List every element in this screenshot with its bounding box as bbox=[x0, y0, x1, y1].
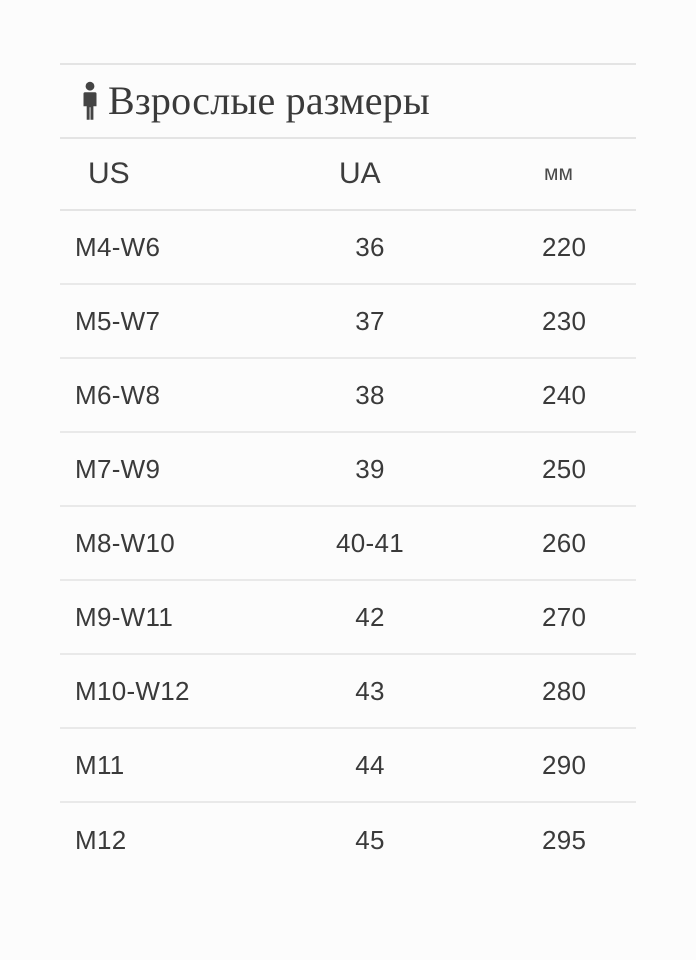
cell-us: M12 bbox=[75, 824, 127, 855]
cell-mm: 250 bbox=[542, 453, 587, 484]
cell-us: M7-W9 bbox=[75, 453, 161, 484]
cell-ua: 44 bbox=[355, 749, 385, 780]
cell-us: M6-W8 bbox=[75, 379, 161, 410]
table-row: M9-W11 42 270 bbox=[60, 581, 636, 655]
cell-mm: 280 bbox=[542, 675, 587, 706]
cell-us: M5-W7 bbox=[75, 305, 161, 336]
cell-mm: 270 bbox=[542, 601, 587, 632]
table-row: M8-W10 40-41 260 bbox=[60, 507, 636, 581]
cell-ua: 36 bbox=[355, 231, 385, 262]
person-icon bbox=[83, 81, 97, 120]
cell-ua: 40-41 bbox=[336, 527, 404, 558]
column-header-ua: UA bbox=[339, 157, 381, 190]
cell-ua: 39 bbox=[355, 453, 385, 484]
cell-mm: 290 bbox=[542, 749, 587, 780]
cell-mm: 220 bbox=[542, 231, 587, 262]
cell-ua: 45 bbox=[355, 824, 385, 855]
table-row: M6-W8 38 240 bbox=[60, 359, 636, 433]
cell-ua: 37 bbox=[355, 305, 385, 336]
cell-ua: 43 bbox=[355, 675, 385, 706]
cell-ua: 38 bbox=[355, 379, 385, 410]
column-header-mm: мм bbox=[544, 162, 573, 185]
cell-mm: 260 bbox=[542, 527, 587, 558]
table-title-row: Взрослые размеры bbox=[60, 63, 636, 139]
cell-ua: 42 bbox=[355, 601, 385, 632]
page-title: Взрослые размеры bbox=[108, 78, 430, 123]
table-row: M12 45 295 bbox=[60, 803, 636, 877]
adult-size-table: Взрослые размеры US UA мм M4-W6 36 220 M… bbox=[60, 63, 636, 877]
table-row: M7-W9 39 250 bbox=[60, 433, 636, 507]
column-header-us: US bbox=[88, 157, 130, 190]
cell-us: M11 bbox=[75, 749, 125, 780]
cell-us: M4-W6 bbox=[75, 231, 161, 262]
cell-us: M10-W12 bbox=[75, 675, 190, 706]
table-header-row: US UA мм bbox=[60, 139, 636, 211]
table-row: M10-W12 43 280 bbox=[60, 655, 636, 729]
table-row: M5-W7 37 230 bbox=[60, 285, 636, 359]
table-row: M11 44 290 bbox=[60, 729, 636, 803]
cell-mm: 230 bbox=[542, 305, 587, 336]
cell-mm: 240 bbox=[542, 379, 587, 410]
cell-us: M9-W11 bbox=[75, 601, 174, 632]
cell-us: M8-W10 bbox=[75, 527, 176, 558]
cell-mm: 295 bbox=[542, 824, 587, 855]
table-row: M4-W6 36 220 bbox=[60, 211, 636, 285]
